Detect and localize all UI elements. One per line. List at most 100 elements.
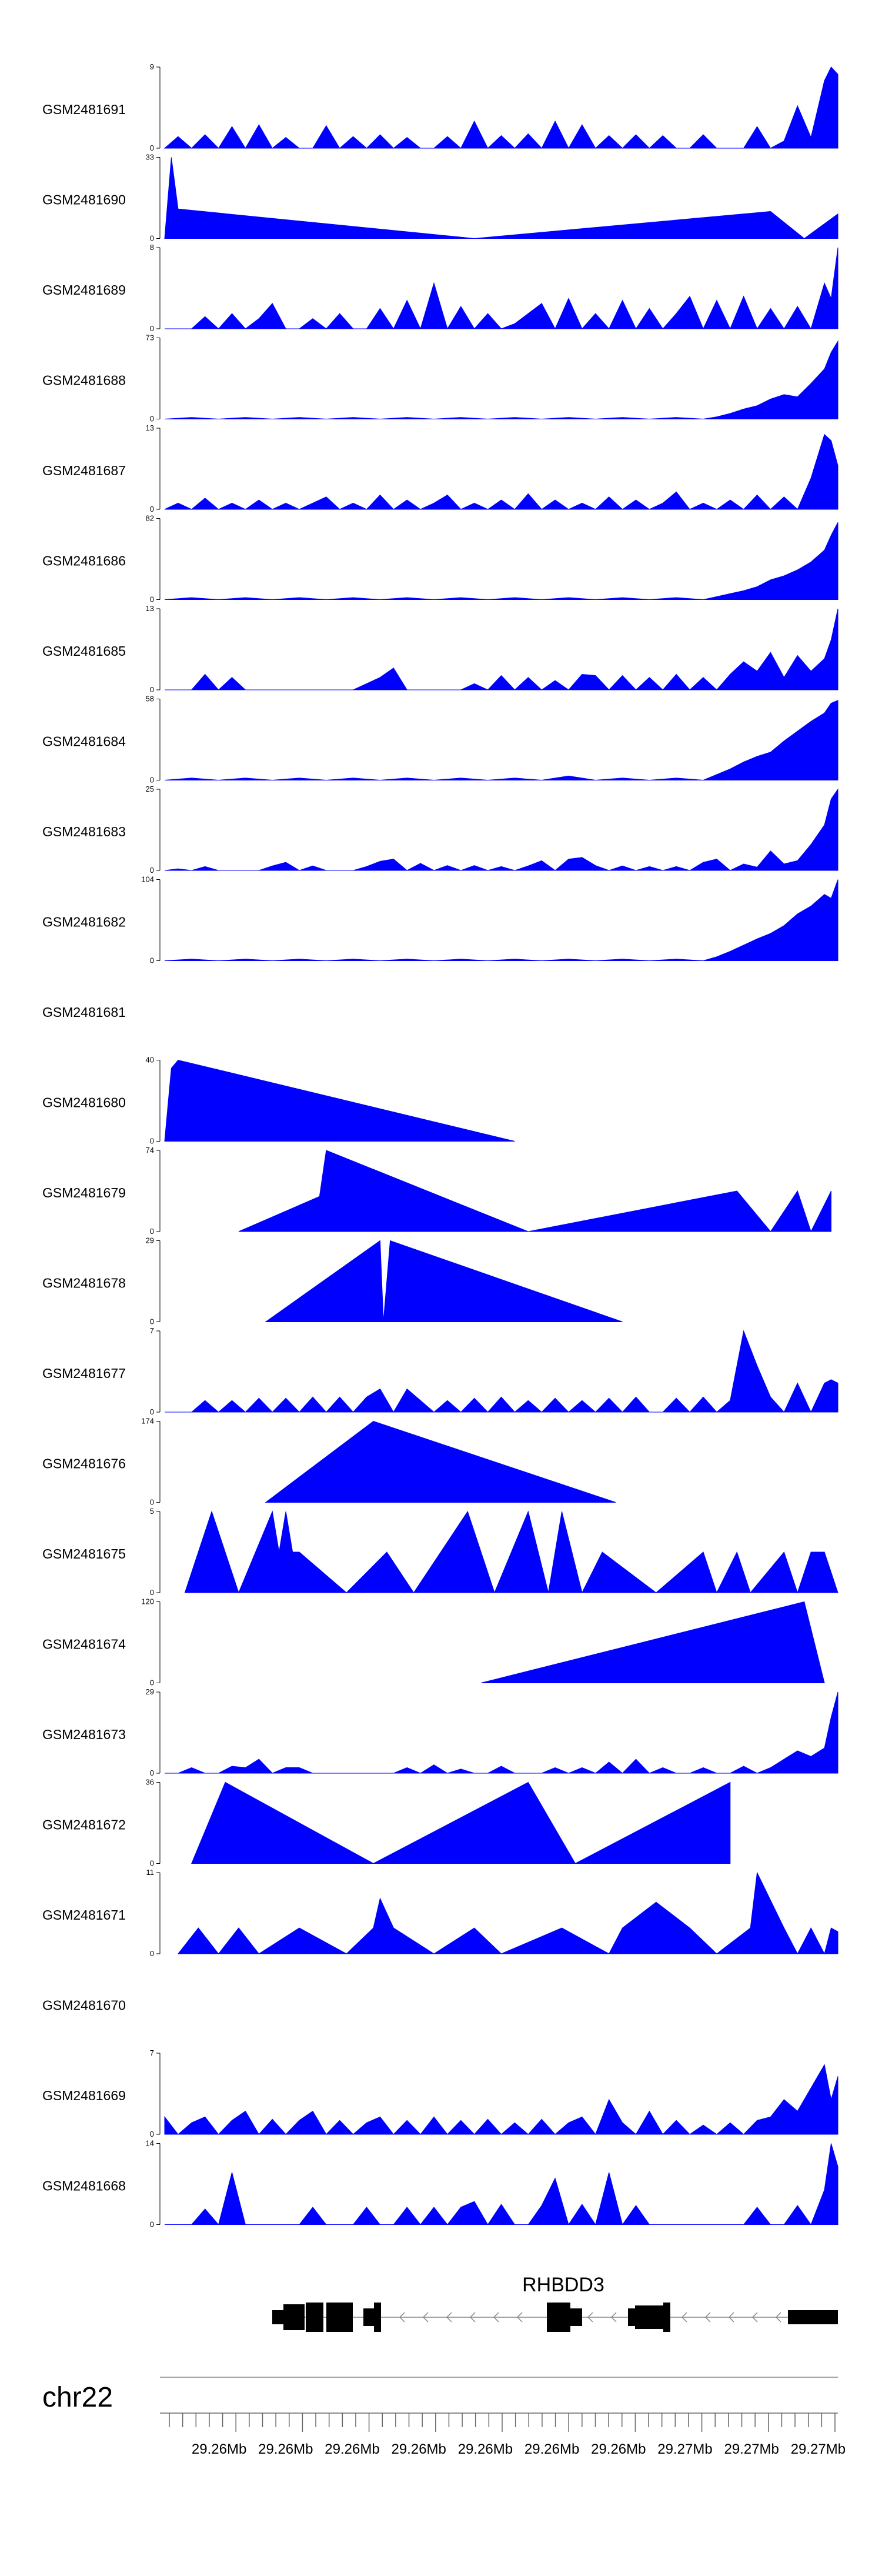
track-label: GSM2481690 (42, 192, 126, 208)
gene-exon (547, 2303, 570, 2332)
gene-exon (788, 2310, 818, 2324)
y-tick-label-zero: 0 (150, 415, 154, 423)
strand-arrow (469, 2312, 476, 2323)
x-tick-label: 29.26Mb (458, 2441, 513, 2457)
coverage-area (184, 1510, 838, 1594)
coverage-area (480, 1601, 825, 1683)
coverage-area (265, 1420, 616, 1503)
track-label: GSM2481688 (42, 373, 126, 388)
strand-arrow (751, 2312, 758, 2323)
track-GSM2481690: GSM2481690 33 0 (42, 153, 838, 243)
gene-name-label: RHBDD3 (522, 2274, 604, 2296)
y-tick-label-zero: 0 (150, 776, 154, 785)
track-GSM2481683: GSM2481683 25 0 (42, 785, 838, 875)
gene-exon (341, 2303, 353, 2332)
track-GSM2481684: GSM2481684 58 0 (42, 695, 838, 785)
y-tick-label-zero: 0 (150, 234, 154, 243)
y-tick-label-zero: 0 (150, 866, 154, 875)
y-tick-label-max: 8 (150, 243, 154, 252)
track-label: GSM2481679 (42, 1185, 126, 1200)
y-tick-label-zero: 0 (150, 1679, 154, 1687)
strand-arrow (422, 2312, 429, 2323)
y-tick-label-zero: 0 (150, 1137, 154, 1146)
track-GSM2481674: GSM2481674 120 0 (42, 1597, 825, 1687)
y-tick-label-max: 5 (150, 1507, 154, 1516)
track-GSM2481679: GSM2481679 74 0 (42, 1146, 831, 1236)
y-tick-label-max: 14 (146, 2139, 154, 2148)
y-tick-label-zero: 0 (150, 2220, 154, 2229)
y-tick-label-max: 120 (141, 1597, 154, 1606)
track-label: GSM2481689 (42, 282, 126, 298)
track-GSM2481688: GSM2481688 73 0 (42, 333, 838, 423)
gene-exon (635, 2305, 664, 2329)
track-GSM2481676: GSM2481676 174 0 (42, 1417, 616, 1507)
track-GSM2481680: GSM2481680 40 0 (42, 1056, 515, 1146)
track-GSM2481673: GSM2481673 29 0 (42, 1687, 838, 1777)
track-GSM2481669: GSM2481669 7 0 (42, 2048, 838, 2138)
track-label: GSM2481684 (42, 734, 126, 749)
y-tick-label-max: 11 (146, 1868, 155, 1877)
coverage-area (238, 1150, 831, 1233)
x-tick-label: 29.26Mb (258, 2441, 313, 2457)
y-tick-label-zero: 0 (150, 1588, 154, 1597)
track-label: GSM2481669 (42, 2088, 126, 2103)
strand-arrow (446, 2312, 452, 2323)
track-GSM2481671: GSM2481671 11 0 (42, 1868, 838, 1958)
track-GSM2481668: GSM2481668 14 0 (42, 2139, 838, 2229)
y-tick-label-max: 58 (146, 695, 154, 703)
y-tick-label-max: 36 (146, 1778, 154, 1787)
x-tick-label: 29.26Mb (591, 2441, 646, 2457)
track-label: GSM2481676 (42, 1456, 126, 1471)
y-tick-label-max: 13 (146, 423, 154, 432)
y-tick-label-max: 33 (146, 153, 154, 162)
track-label: GSM2481681 (42, 1005, 126, 1020)
y-tick-label-zero: 0 (150, 2130, 154, 2138)
y-tick-label-zero: 0 (150, 1859, 154, 1868)
track-label: GSM2481675 (42, 1546, 126, 1561)
gene-exon (663, 2303, 670, 2332)
coverage-area (265, 1240, 623, 1322)
strand-arrow (516, 2312, 523, 2323)
y-tick-label-zero: 0 (150, 685, 154, 694)
x-tick-label: 29.26Mb (325, 2441, 379, 2457)
gene-exon (570, 2308, 582, 2326)
coverage-area (177, 1871, 838, 1955)
x-tick-label: 29.26Mb (391, 2441, 446, 2457)
gene-exon (283, 2304, 305, 2330)
strand-arrow (493, 2312, 499, 2323)
track-GSM2481689: GSM2481689 8 0 (42, 243, 838, 333)
y-tick-label-zero: 0 (150, 1769, 154, 1777)
y-tick-label-zero: 0 (150, 144, 154, 152)
strand-arrow (610, 2312, 617, 2323)
coverage-area (191, 1781, 731, 1864)
x-tick-label: 29.27Mb (791, 2441, 846, 2457)
coverage-area (165, 1691, 838, 1774)
y-tick-label-max: 104 (141, 875, 154, 884)
coverage-area (164, 2064, 838, 2135)
strand-arrow (399, 2312, 405, 2323)
track-GSM2481670: GSM2481670 (42, 1998, 126, 2013)
track-label: GSM2481680 (42, 1095, 126, 1110)
strand-arrow (587, 2312, 593, 2323)
strand-arrow (728, 2312, 734, 2323)
y-tick-label-max: 174 (141, 1417, 154, 1426)
y-tick-label-zero: 0 (150, 1949, 154, 1958)
y-tick-label-max: 74 (146, 1146, 154, 1154)
x-tick-label: 29.26Mb (192, 2441, 246, 2457)
y-tick-label-zero: 0 (150, 1407, 154, 1416)
x-tick-label: 29.27Mb (724, 2441, 779, 2457)
data-tracks: GSM248169190GSM2481690330GSM248168980GSM… (42, 62, 838, 2229)
track-label: GSM2481685 (42, 643, 126, 659)
x-tick-label: 29.26Mb (524, 2441, 579, 2457)
strand-arrow (681, 2312, 687, 2323)
gene-exon (818, 2310, 838, 2324)
track-GSM2481686: GSM2481686 82 0 (42, 514, 838, 604)
track-GSM2481685: GSM2481685 13 0 (42, 604, 838, 694)
coverage-area (164, 788, 838, 871)
coverage-area (165, 247, 838, 330)
y-tick-label-zero: 0 (150, 956, 154, 965)
track-label: GSM2481686 (42, 553, 126, 569)
y-tick-label-max: 13 (146, 604, 154, 613)
coverage-area (164, 879, 838, 962)
